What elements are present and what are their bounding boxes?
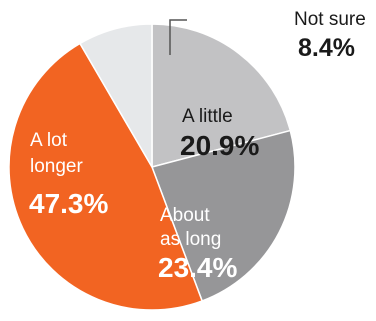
slice-label-a-lot-longer-1: A lot xyxy=(30,130,68,151)
slice-label-a-lot-longer-2: longer xyxy=(30,156,83,177)
slice-label-a-little: A little xyxy=(182,106,233,127)
pie-slice-not-sure xyxy=(79,23,153,168)
slice-labels: A little 20.9% About as long 23.4% A lot… xyxy=(29,9,366,283)
leader-line xyxy=(169,19,187,55)
slice-label-about-as-long-1: About xyxy=(160,205,210,226)
pie-slices xyxy=(8,23,296,311)
pie-slice-a-lot-longer xyxy=(8,42,203,311)
slice-value-a-lot-longer: 47.3% xyxy=(29,188,108,219)
slice-value-not-sure: 8.4% xyxy=(298,34,355,62)
slice-value-a-little: 20.9% xyxy=(180,130,259,161)
slice-label-not-sure: Not sure xyxy=(294,9,366,30)
slice-label-about-as-long-2: as long xyxy=(160,229,221,250)
slice-value-about-as-long: 23.4% xyxy=(158,252,237,283)
pie-slice-about-as-long xyxy=(151,129,296,302)
